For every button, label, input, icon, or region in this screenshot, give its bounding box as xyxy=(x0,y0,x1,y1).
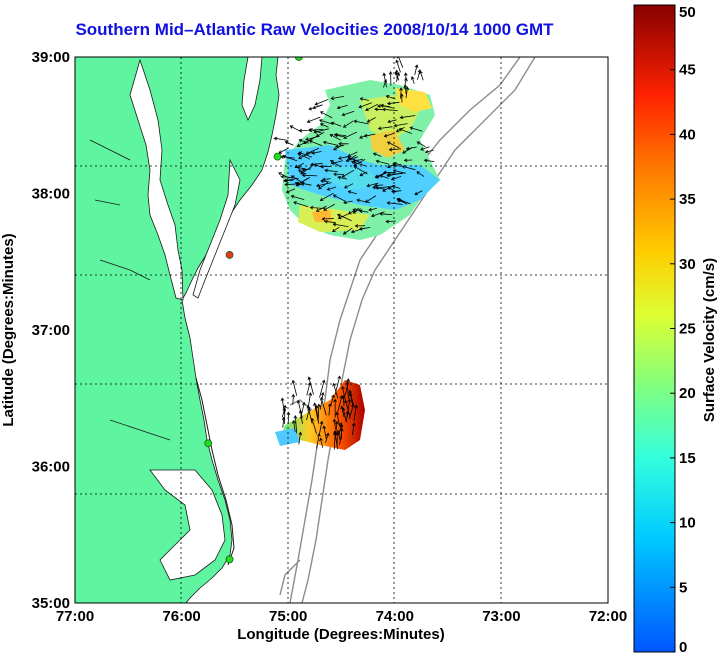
colorbar-tick-label: 0 xyxy=(679,639,687,656)
delaware-bay xyxy=(241,57,263,122)
inlet-1 xyxy=(89,139,171,441)
radar-station-marker xyxy=(204,439,213,448)
colorbar-label: Surface Velocity (cm/s) xyxy=(701,258,718,422)
y-tick-label: 37:00 xyxy=(32,322,70,339)
sound-waters xyxy=(149,469,226,581)
colorbar-tick-label: 20 xyxy=(679,385,696,402)
colorbar-tick-label: 15 xyxy=(679,450,696,467)
velocity-field-south xyxy=(275,380,365,450)
radar-station-marker xyxy=(225,251,234,259)
y-tick-label: 35:00 xyxy=(32,595,70,612)
x-tick-label: 73:00 xyxy=(482,608,520,625)
x-tick-label: 76:00 xyxy=(162,608,200,625)
x-tick-label: 75:00 xyxy=(269,608,307,625)
radar-station-marker xyxy=(273,152,282,161)
colorbar-tick-label: 35 xyxy=(679,191,696,208)
outer-banks xyxy=(195,377,235,566)
y-tick-label: 36:00 xyxy=(32,459,70,476)
x-tick-label: 72:00 xyxy=(589,608,627,625)
colorbar-tick-label: 40 xyxy=(679,126,696,143)
radar-station-marker xyxy=(225,555,234,564)
plot-frame xyxy=(74,56,609,604)
colorbar-tick-label: 10 xyxy=(679,515,696,532)
current-vectors xyxy=(273,57,435,450)
radar-station-marker xyxy=(294,57,303,61)
colorbar-tick-label: 45 xyxy=(679,62,696,79)
grid-lines xyxy=(75,57,608,603)
x-tick-label: 74:00 xyxy=(376,608,414,625)
y-axis-label: Latitude (Degrees:Minutes) xyxy=(0,233,17,426)
y-tick-label: 39:00 xyxy=(32,49,70,66)
colorbar-tick-label: 25 xyxy=(679,321,696,338)
x-tick-label: 77:00 xyxy=(56,608,94,625)
colorbar-tick-label: 5 xyxy=(679,579,687,596)
delmarva-waters xyxy=(192,158,241,299)
chesapeake-bay xyxy=(129,58,184,301)
y-tick-label: 38:00 xyxy=(32,186,70,203)
colorbar xyxy=(633,4,676,653)
colorbar-tick-label: 50 xyxy=(679,4,696,21)
x-axis-label: Longitude (Degrees:Minutes) xyxy=(237,626,445,643)
map-title: Southern Mid–Atlantic Raw Velocities 200… xyxy=(75,20,554,39)
colorbar-tick-label: 30 xyxy=(679,256,696,273)
